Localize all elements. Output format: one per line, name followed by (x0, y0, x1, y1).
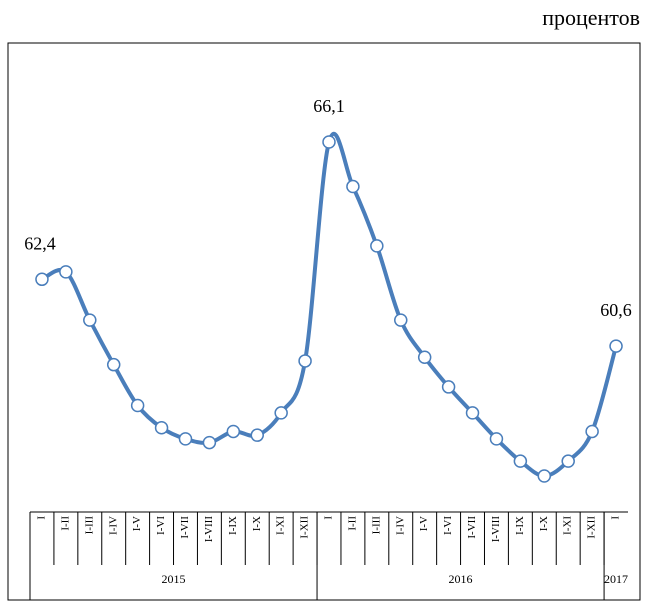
unit-label: процентов (542, 5, 640, 30)
x-tick-label: I-IX (227, 516, 239, 535)
x-tick-label: I-VIII (490, 516, 502, 543)
x-tick-label: I (323, 516, 335, 520)
group-label: 2015 (162, 572, 186, 586)
x-tick-label: I-VIII (203, 516, 215, 543)
data-point (441, 380, 456, 394)
data-point (130, 398, 145, 413)
data-point (202, 435, 217, 450)
data-point (394, 313, 408, 327)
series-line (41, 131, 618, 479)
x-tick-label: I (610, 516, 622, 520)
x-tick-label: I-IX (514, 516, 526, 535)
data-point (154, 421, 169, 435)
x-tick-label: I-VI (442, 516, 454, 535)
x-tick-label: I-IV (394, 516, 406, 535)
x-tick-label: I-X (251, 516, 263, 531)
data-point (178, 432, 193, 446)
data-point (489, 432, 504, 446)
x-tick-label: I-VI (155, 516, 167, 535)
data-point (513, 454, 528, 468)
x-tick-label: I-III (370, 516, 382, 535)
data-point (537, 469, 552, 483)
data-point (250, 428, 264, 442)
data-label: 60,6 (600, 300, 632, 320)
data-point (465, 406, 480, 420)
data-point (298, 354, 312, 368)
data-point (585, 424, 599, 439)
data-point (609, 339, 623, 353)
x-tick-label: I-VII (179, 516, 191, 539)
data-point (561, 454, 575, 468)
group-label: 2016 (449, 572, 473, 586)
data-point (35, 272, 49, 287)
data-point (83, 313, 97, 327)
x-tick-label: I-XII (299, 516, 311, 539)
data-label: 62,4 (24, 233, 56, 253)
x-tick-label: I (35, 516, 47, 520)
x-tick-label: I-II (346, 516, 358, 531)
x-tick-label: I-X (538, 516, 550, 531)
x-tick-label: I-III (83, 516, 95, 535)
x-tick-label: I-VII (466, 516, 478, 539)
data-point (370, 239, 384, 253)
data-point (274, 406, 288, 420)
data-label: 66,1 (313, 96, 345, 116)
plot-frame (7, 42, 641, 601)
x-tick-label: I-V (418, 516, 430, 531)
data-point (346, 179, 360, 194)
x-tick-label: I-IV (107, 516, 119, 535)
group-label: 2017 (604, 572, 628, 586)
x-tick-label: I-V (131, 516, 143, 531)
data-point (417, 350, 432, 364)
data-point (59, 265, 73, 279)
x-tick-label: I-XII (586, 516, 598, 539)
x-tick-label: I-XI (275, 516, 287, 535)
data-point (226, 424, 241, 439)
x-tick-label: I-II (59, 516, 71, 531)
data-point (106, 357, 121, 372)
data-point (322, 135, 336, 149)
x-tick-label: I-XI (562, 516, 574, 535)
